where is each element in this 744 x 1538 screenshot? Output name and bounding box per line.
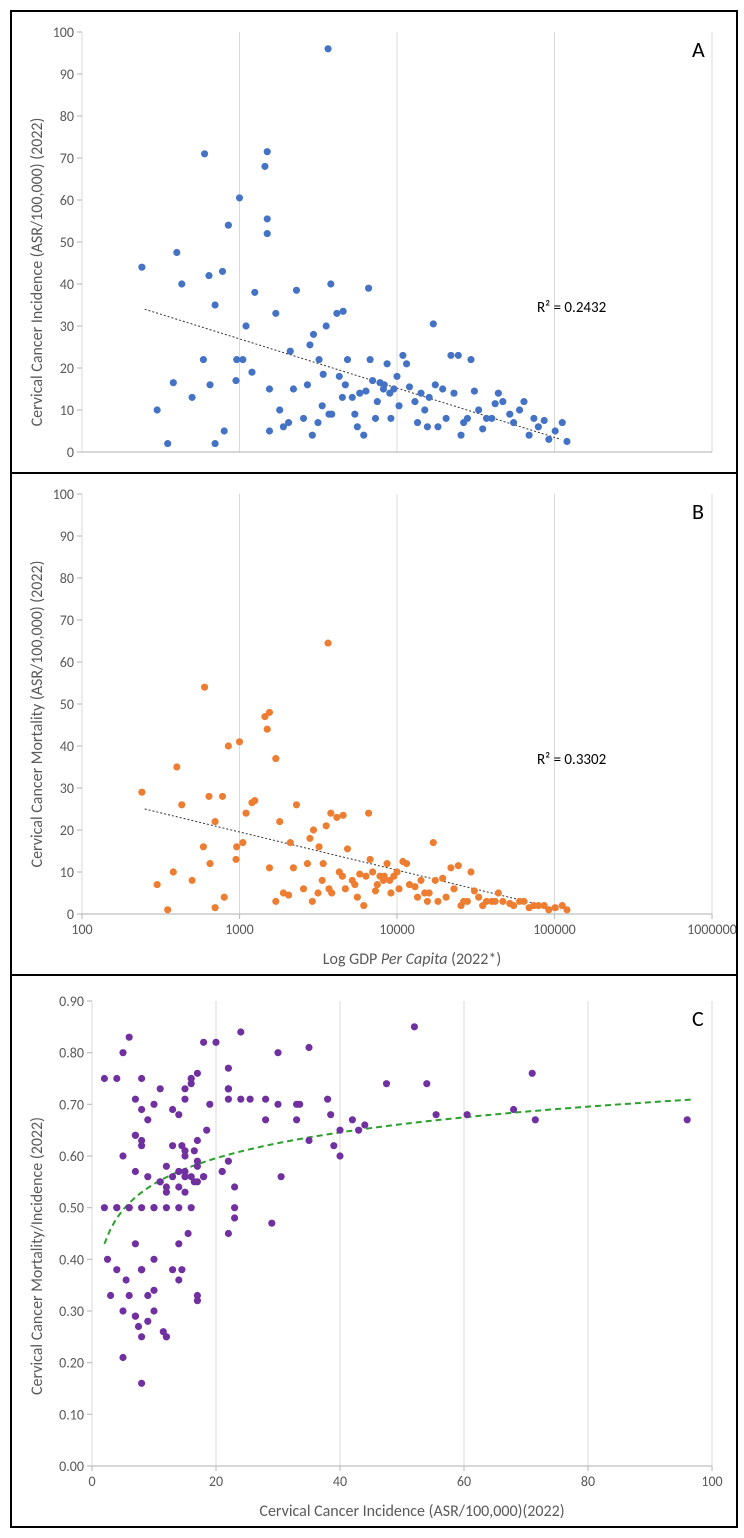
svg-text:0: 0 [67,444,74,461]
panel-a-r2: R² = 0.2432 [537,299,606,317]
svg-text:40: 40 [60,276,74,293]
svg-text:70: 70 [60,150,74,167]
svg-text:30: 30 [60,780,74,797]
svg-text:20: 20 [60,822,74,839]
panel-b-r2: R² = 0.3302 [537,751,606,769]
svg-text:10: 10 [60,402,74,419]
svg-text:100: 100 [53,486,74,503]
svg-text:0: 0 [88,1473,95,1490]
svg-text:60: 60 [60,654,74,671]
svg-text:90: 90 [60,66,74,83]
panel-b: 100 1000 10000 100000 1000000 0 10 20 30 40 50 60 70… [12,474,736,976]
figure-container: 0102030405060708090100 A R² = 0.2432 Cer… [10,10,738,1528]
svg-text:40: 40 [60,738,74,755]
panel-c-svg: 0 20 40 60 80 100 0.00 0.10 0.20 0.30 0.40 0.50 0.60… [12,976,736,1526]
panel-b-xlabel: Log GDP Per Capita (2022*) [323,950,501,969]
panel-c: 0 20 40 60 80 100 0.00 0.10 0.20 0.30 0.40 0.50 0.60… [12,976,736,1526]
svg-text:0.00: 0.00 [59,1458,84,1475]
svg-text:100: 100 [71,921,92,938]
svg-text:0.50: 0.50 [59,1200,84,1217]
panel-a-ylabel: Cervical Cancer Incidence (ASR/100,000) … [28,118,47,427]
svg-text:50: 50 [60,234,74,251]
svg-text:80: 80 [60,108,74,125]
svg-text:100: 100 [701,1473,722,1490]
panel-a-svg: 0 10 20 30 40 50 60 70 80 90 100 A R² = 0.2432 Cer… [12,12,736,472]
svg-text:1000: 1000 [225,921,253,938]
svg-text:90: 90 [60,528,74,545]
svg-text:20: 20 [60,360,74,377]
panel-b-letter: B [692,498,704,525]
svg-text:0.70: 0.70 [59,1096,84,1113]
panel-c-xlabel: Cervical Cancer Incidence (ASR/100,000)(… [259,1502,564,1521]
panel-c-letter: C [692,1005,704,1032]
svg-text:20: 20 [209,1473,223,1490]
svg-text:0: 0 [67,906,74,923]
svg-text:70: 70 [60,612,74,629]
svg-text:50: 50 [60,696,74,713]
svg-text:40: 40 [333,1473,347,1490]
svg-text:60: 60 [457,1473,471,1490]
svg-text:0.10: 0.10 [59,1406,84,1423]
svg-text:0.40: 0.40 [59,1251,84,1268]
svg-text:0.20: 0.20 [59,1355,84,1372]
svg-text:0.80: 0.80 [59,1045,84,1062]
svg-text:80: 80 [60,570,74,587]
svg-text:100: 100 [53,24,74,41]
svg-text:0.90: 0.90 [59,993,84,1010]
svg-text:80: 80 [581,1473,595,1490]
svg-text:30: 30 [60,318,74,335]
svg-text:100000: 100000 [533,921,576,938]
svg-text:0.60: 0.60 [59,1148,84,1165]
svg-text:10: 10 [60,864,74,881]
panel-a: 0 10 20 30 40 50 60 70 80 90 100 A R² = 0.2432 Cer… [12,12,736,474]
panel-a-letter: A [692,36,705,63]
svg-text:60: 60 [60,192,74,209]
svg-text:1000000: 1000000 [687,921,736,938]
panel-b-ylabel: Cervical Cancer Mortality (ASR/100,000) … [28,561,47,868]
panel-b-svg: 100 1000 10000 100000 1000000 0 10 20 30 40 50 60 70… [12,474,736,974]
panel-c-ylabel: Cervical Cancer Mortality/Incidence (202… [28,1117,47,1395]
svg-text:10000: 10000 [379,921,414,938]
svg-text:0.30: 0.30 [59,1303,84,1320]
